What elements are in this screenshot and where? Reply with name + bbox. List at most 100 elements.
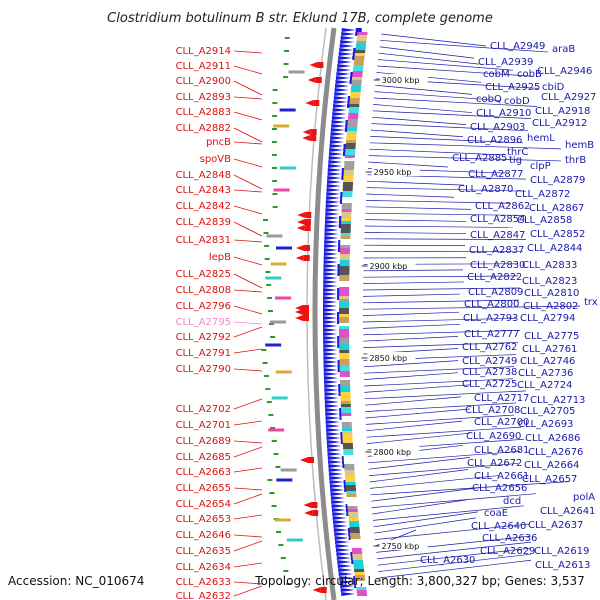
right-gene-label[interactable]: CLL_A2690 — [466, 431, 521, 442]
gene-arrow[interactable] — [323, 300, 338, 304]
gene-arrow[interactable] — [328, 468, 343, 472]
right-gene-label[interactable]: hemL — [527, 133, 555, 144]
gene-arrow[interactable] — [324, 380, 339, 384]
left-gene-label[interactable]: CLL_A2792 — [176, 332, 231, 343]
reverse-feature[interactable] — [304, 510, 313, 516]
right-gene-label[interactable]: CLL_A2619 — [534, 546, 589, 557]
right-gene-label[interactable]: CLL_A2858 — [517, 215, 572, 226]
gene-arrow[interactable] — [333, 96, 348, 100]
right-gene-label[interactable]: CLL_A2877 — [468, 169, 523, 180]
reverse-feature-block[interactable] — [307, 457, 314, 463]
right-gene-label[interactable]: CLL_A2910 — [476, 108, 531, 119]
left-gene-label[interactable]: CLL_A2646 — [176, 530, 231, 541]
gene-arrow[interactable] — [324, 244, 339, 248]
right-gene-label[interactable]: CLL_A2777 — [464, 329, 519, 340]
right-gene-label[interactable]: CLL_A2844 — [527, 243, 582, 254]
gene-arrow[interactable] — [341, 32, 356, 36]
left-gene-label[interactable]: CLL_A2839 — [176, 217, 231, 228]
gene-arrow[interactable] — [332, 516, 347, 520]
gene-arrow[interactable] — [330, 136, 345, 140]
left-gene-label[interactable]: CLL_A2796 — [176, 301, 231, 312]
gene-arrow[interactable] — [326, 440, 341, 444]
gene-arrow[interactable] — [323, 280, 338, 284]
right-gene-label[interactable]: CLL_A2852 — [530, 229, 585, 240]
right-gene-label[interactable]: CLL_A2657 — [522, 474, 577, 485]
right-gene-label[interactable]: CLL_A2681 — [474, 445, 529, 456]
gene-arrow[interactable] — [323, 372, 338, 376]
gene-arrow[interactable] — [336, 72, 351, 76]
gene-arrow[interactable] — [339, 48, 354, 52]
gene-arrow[interactable] — [335, 544, 350, 548]
left-gene-label[interactable]: CLL_A2848 — [176, 170, 231, 181]
gene-arrow[interactable] — [325, 200, 340, 204]
left-gene-label[interactable]: CLL_A2791 — [176, 348, 231, 359]
right-gene-label[interactable]: dcd — [503, 496, 521, 507]
gene-arrow[interactable] — [323, 308, 338, 312]
reverse-feature-block[interactable] — [303, 309, 310, 315]
gene-arrow[interactable] — [325, 412, 340, 416]
right-gene-label[interactable]: CLL_A2903 — [470, 122, 525, 133]
gene-arrow[interactable] — [339, 44, 354, 48]
right-gene-label[interactable]: CLL_A2837 — [469, 245, 524, 256]
gene-arrow[interactable] — [336, 556, 351, 560]
reverse-feature[interactable] — [302, 135, 311, 141]
right-gene-label[interactable]: CLL_A2946 — [537, 66, 592, 77]
gene-arrow[interactable] — [339, 576, 354, 580]
right-gene-label[interactable]: CLL_A2810 — [524, 288, 579, 299]
reverse-feature-block[interactable] — [320, 587, 327, 593]
right-gene-label[interactable]: CLL_A2793 — [463, 313, 518, 324]
gene-arrow[interactable] — [324, 396, 339, 400]
left-gene-label[interactable]: CLL_A2633 — [176, 577, 231, 588]
right-gene-label[interactable]: CLL_A2896 — [467, 135, 522, 146]
gene-arrow[interactable] — [324, 224, 339, 228]
right-gene-label[interactable]: CLL_A2925 — [485, 82, 540, 93]
right-gene-label[interactable]: CLL_A2725 — [462, 379, 517, 390]
right-gene-label[interactable]: CLL_A2749 — [462, 356, 517, 367]
right-gene-label[interactable]: CLL_A2713 — [530, 395, 585, 406]
right-gene-label[interactable]: CLL_A2640 — [471, 521, 526, 532]
gene-arrow[interactable] — [324, 240, 339, 244]
gene-arrow[interactable] — [334, 532, 349, 536]
gene-arrow[interactable] — [339, 580, 354, 584]
left-gene-label[interactable]: CLL_A2808 — [176, 285, 231, 296]
left-gene-label[interactable]: CLL_A2914 — [176, 46, 231, 57]
gene-arrow[interactable] — [326, 432, 341, 436]
gene-arrow[interactable] — [338, 56, 353, 60]
reverse-feature[interactable] — [296, 245, 305, 251]
gene-arrow[interactable] — [340, 36, 355, 40]
gene-arrow[interactable] — [338, 52, 353, 56]
right-gene-label[interactable]: trx — [584, 297, 598, 308]
reverse-feature[interactable] — [297, 212, 306, 218]
gene-arrow[interactable] — [323, 356, 338, 360]
gene-arrow[interactable] — [337, 560, 352, 564]
gene-arrow[interactable] — [335, 76, 350, 80]
gene-arrow[interactable] — [335, 540, 350, 544]
right-gene-label[interactable]: CLL_A2823 — [522, 276, 577, 287]
left-gene-label[interactable]: CLL_A2653 — [176, 514, 231, 525]
gene-arrow[interactable] — [326, 184, 341, 188]
gene-arrow[interactable] — [335, 84, 350, 88]
gene-arrow[interactable] — [323, 248, 338, 252]
gene-arrow[interactable] — [324, 236, 339, 240]
right-gene-label[interactable]: CLL_A2705 — [520, 406, 575, 417]
right-gene-label[interactable]: CLL_A2736 — [518, 368, 573, 379]
right-gene-label[interactable]: cobQ — [476, 94, 502, 105]
gene-arrow[interactable] — [335, 548, 350, 552]
reverse-feature[interactable] — [295, 315, 304, 321]
gene-arrow[interactable] — [324, 220, 339, 224]
gene-arrow[interactable] — [326, 428, 341, 432]
gene-arrow[interactable] — [323, 328, 338, 332]
gene-arrow[interactable] — [324, 404, 339, 408]
left-gene-label[interactable]: CLL_A2893 — [176, 92, 231, 103]
gene-arrow[interactable] — [324, 392, 339, 396]
gene-arrow[interactable] — [327, 168, 342, 172]
gene-arrow[interactable] — [323, 364, 338, 368]
gene-arrow[interactable] — [333, 524, 348, 528]
gene-arrow[interactable] — [323, 252, 338, 256]
right-gene-label[interactable]: CLL_A2738 — [462, 367, 517, 378]
gene-arrow[interactable] — [325, 424, 340, 428]
right-gene-label[interactable]: CLL_A2664 — [524, 460, 579, 471]
right-gene-label[interactable]: CLL_A2613 — [535, 560, 590, 571]
reverse-feature[interactable] — [296, 225, 305, 231]
right-gene-label[interactable]: CLL_A2700 — [474, 417, 529, 428]
